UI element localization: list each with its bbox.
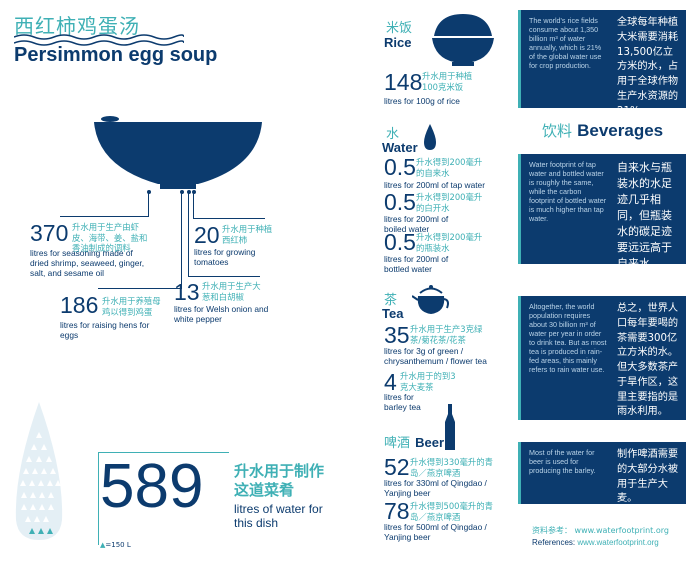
total-zh: 升水用于制作这道菜肴 — [234, 462, 325, 499]
wave-decoration — [14, 34, 184, 46]
soup-item-zh: 升水用于生产大葱和白胡椒 — [202, 281, 261, 302]
tea-item-value: 35 — [384, 322, 410, 348]
water-item-value: 0.5 — [384, 229, 416, 255]
connector-line — [148, 192, 149, 216]
soup-item-en: litres for growing tomatoes — [194, 247, 256, 268]
water-heading-zh: 水 — [386, 127, 400, 142]
water-drop-icon — [15, 402, 63, 540]
water-item-value: 0.5 — [384, 189, 416, 215]
tea-heading-en: Tea — [382, 306, 404, 321]
connector-line — [188, 276, 260, 277]
tea-item-zh: 升水用于的到3克大麦茶 — [400, 371, 456, 392]
rice-bowl-icon — [432, 14, 494, 66]
soup-item-value: 20 — [194, 222, 220, 248]
total-value: 589 — [100, 452, 204, 521]
references-zh-link[interactable]: www.waterfootprint.org — [574, 526, 669, 535]
title-en: Persimmon egg soup — [14, 44, 218, 66]
beer-item-value: 52 — [384, 454, 410, 480]
beer-info-en: Most of the water for beer is used for p… — [529, 448, 596, 475]
beverages-info-zh: 自来水与瓶装水的水足迹几乎相同，但瓶装水的碳足迹要远远高于自来水。 — [617, 161, 672, 270]
soup-item-en: litres for raising hens for eggs — [60, 320, 150, 341]
water-item-en: litres for 200ml of bottled water — [384, 254, 449, 275]
beer-info-box: Most of the water for beer is used for p… — [518, 442, 686, 504]
beer-heading: 啤酒 Beer — [384, 432, 444, 451]
tea-info-en: Altogether, the world population require… — [529, 302, 607, 374]
beer-info-zh: 制作啤酒需要的大部分水被用于生产大麦。 — [617, 449, 679, 505]
soup-item-value: 186 — [60, 292, 99, 318]
beer-item-value: 78 — [384, 498, 410, 524]
references-en-link[interactable]: www.waterfootprint.org — [577, 538, 659, 547]
beer-heading-zh: 啤酒 — [384, 436, 411, 451]
connector-line — [181, 192, 182, 288]
connector-dot — [187, 190, 191, 194]
connector-dot — [192, 190, 196, 194]
water-item-value: 0.5 — [384, 154, 416, 180]
references-en-label: References: — [532, 538, 576, 547]
beverages-heading: 饮料 Beverages — [542, 120, 663, 141]
rice-value: 148 — [384, 69, 423, 95]
soup-item-zh: 升水用于生产由虾皮、海带、姜、盐和香油制成的调料 — [72, 222, 148, 253]
beer-heading-en: Beer — [415, 435, 445, 450]
water-heading-en: Water — [382, 140, 418, 155]
tea-item-zh: 升水用于生产3克绿茶/菊花茶/花茶 — [410, 324, 483, 345]
beverages-heading-en: Beverages — [577, 121, 664, 140]
connector-line — [193, 218, 265, 219]
soup-bowl-icon — [94, 116, 262, 189]
rice-heading-en: Rice — [384, 35, 412, 50]
rice-info-en: The world's rice fields consume about 1,… — [529, 16, 602, 70]
tea-item-en: litres for 3g of green / chrysanthemum /… — [384, 346, 487, 367]
scale-legend: ▲=150 L — [100, 541, 131, 549]
connector-line — [60, 216, 149, 217]
water-item-en: litres for 200ml of boiled water — [384, 214, 449, 235]
beer-bottle-icon — [445, 404, 455, 450]
beer-item-zh: 升水得到500毫升的青岛／燕京啤酒 — [410, 501, 493, 522]
scale-label: =150 L — [105, 541, 131, 549]
rice-info-box: The world's rice fields consume about 1,… — [518, 10, 686, 117]
rice-info-zh: 全球每年种植大米需要消耗13,500亿立方米的水，占用于全球作物生产水资源的21… — [617, 17, 679, 117]
rice-item-zh: 升水用于种植100克米饭 — [422, 71, 473, 92]
beverages-info-box: Water footprint of tap water and bottled… — [518, 154, 686, 270]
connector-line — [98, 288, 182, 289]
soup-item-zh: 升水用于养殖母鸡以得到鸡蛋 — [102, 296, 161, 317]
soup-item-value: 13 — [174, 279, 200, 305]
soup-item-en: litres for seasoning made of dried shrim… — [30, 248, 145, 279]
water-item-zh: 升水得到200毫升的自来水 — [416, 157, 483, 178]
rice-heading-zh: 米饭 — [386, 21, 413, 36]
references-zh: 资料参考： www.waterfootprint.org — [532, 525, 669, 536]
water-item-zh: 升水得到200毫升的瓶装水 — [416, 232, 483, 253]
title-zh: 西红柿鸡蛋汤 — [14, 14, 140, 38]
total-en: litres of water for this dish — [234, 502, 323, 531]
beer-item-zh: 升水得到330毫升的青岛／燕京啤酒 — [410, 457, 493, 478]
soup-item-value: 370 — [30, 220, 69, 246]
scale-triangle-icon: ▲ — [100, 541, 106, 549]
beer-item-en: litres for 500ml of Qingdao / Yanjing be… — [384, 522, 487, 543]
beer-item-en: litres for 330ml of Qingdao / Yanjing be… — [384, 478, 487, 499]
references-zh-label: 资料参考： — [532, 526, 572, 535]
tea-item-value: 4 — [384, 369, 397, 395]
teapot-icon — [412, 285, 449, 314]
soup-item-en: litres for Welsh onion and white pepper — [174, 304, 269, 325]
water-drop-small-icon — [424, 124, 436, 150]
connector-line — [193, 192, 194, 218]
water-item-zh: 升水得到200毫升的白开水 — [416, 192, 483, 213]
rice-item-en: litres for 100g of rice — [384, 96, 460, 106]
beverages-heading-zh: 饮料 — [542, 122, 573, 140]
beverages-info-en: Water footprint of tap water and bottled… — [529, 160, 607, 223]
connector-line — [188, 192, 189, 276]
tea-info-zh: 总之，世界人口每年要喝的茶需要300亿立方米的水。但大多数茶产于旱作区，这里主要… — [617, 303, 679, 418]
soup-item-zh: 升水用于种植西红柿 — [222, 224, 273, 245]
tea-item-en: litres for barley tea — [384, 392, 421, 413]
connector-dot — [180, 190, 184, 194]
tea-info-box: Altogether, the world population require… — [518, 296, 686, 420]
total-frame — [98, 452, 229, 545]
tea-heading-zh: 茶 — [384, 293, 398, 308]
references-en: References: www.waterfootprint.org — [532, 538, 659, 547]
water-item-en: litres for 200ml of tap water — [384, 180, 486, 190]
connector-dot — [147, 190, 151, 194]
